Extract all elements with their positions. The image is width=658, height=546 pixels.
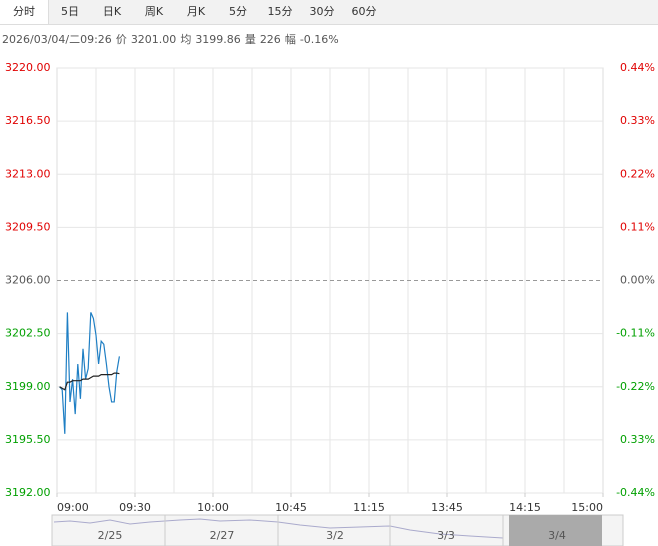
- navigator-date: 3/4: [548, 529, 566, 542]
- period-tabs: 分时 5日 日K 周K 月K 5分 15分 30分 60分: [0, 0, 658, 25]
- y2-tick-label: -0.44%: [616, 486, 655, 499]
- quote-label: 价: [115, 33, 127, 46]
- x-tick-label: 13:45: [431, 501, 463, 514]
- y-tick-label: 3199.00: [5, 380, 51, 393]
- navigator-sparkline: [53, 518, 504, 539]
- series-line: [59, 312, 120, 434]
- y-tick-label: 3213.00: [5, 167, 51, 180]
- tab[interactable]: 月K: [186, 5, 206, 18]
- quote-value: 3201.00: [130, 33, 177, 46]
- tab[interactable]: 15分: [267, 5, 293, 18]
- quote-label: 均: [180, 33, 192, 46]
- quote-time: 2026/03/04/二09:26: [2, 33, 112, 46]
- quote-label: 幅: [284, 33, 296, 46]
- tab[interactable]: 日K: [102, 5, 122, 18]
- series-line: [59, 372, 120, 391]
- y2-tick-label: -0.22%: [616, 380, 655, 393]
- quote-info: 2026/03/04/二09:26 价 3201.00 均 3199.86 量 226 幅 -0…: [2, 31, 343, 47]
- tab[interactable]: 60分: [351, 5, 377, 18]
- y2-tick-label: 0.00%: [620, 274, 655, 287]
- quote-value: 226: [259, 33, 281, 46]
- navigator-date: 3/2: [326, 529, 344, 542]
- quote-value: -0.16%: [299, 33, 339, 46]
- navigator-date: 2/25: [98, 529, 123, 542]
- y-tick-label: 3195.50: [5, 433, 51, 446]
- y2-tick-label: 0.11%: [620, 220, 655, 233]
- navigator-date: 2/27: [210, 529, 235, 542]
- y2-tick-label: 0.33%: [620, 114, 655, 127]
- tab[interactable]: 30分: [309, 5, 335, 18]
- quote-value: 3199.86: [195, 33, 241, 46]
- y-tick-label: 3202.50: [5, 327, 51, 340]
- x-tick-label: 11:15: [353, 501, 385, 514]
- y-tick-label: 3220.00: [5, 61, 51, 74]
- y-tick-label: 3192.00: [5, 486, 51, 499]
- navigator-separators: [164, 515, 504, 546]
- y-tick-label: 3209.50: [5, 220, 51, 233]
- tab[interactable]: 5日: [61, 5, 79, 18]
- x-tick-label: 14:15: [509, 501, 541, 514]
- x-tick-label: 15:00: [571, 501, 603, 514]
- y-tick-label: 3206.00: [5, 274, 51, 287]
- y2-tick-label: -0.11%: [616, 327, 655, 340]
- y-tick-label: 3216.50: [5, 114, 51, 127]
- y2-tick-label: 0.44%: [620, 61, 655, 74]
- y2-tick-label: 0.33%: [620, 433, 655, 446]
- quote-label: 量: [244, 33, 256, 46]
- tab[interactable]: 5分: [229, 5, 247, 18]
- x-tick-label: 10:00: [197, 501, 229, 514]
- navigator-window[interactable]: [509, 515, 602, 546]
- navigator-date: 3/3: [437, 529, 455, 542]
- x-tick-label: 09:30: [119, 501, 151, 514]
- tab[interactable]: 分时: [0, 0, 49, 24]
- tab[interactable]: 周K: [144, 5, 164, 18]
- x-tick-label: 09:00: [57, 501, 89, 514]
- y2-tick-label: 0.22%: [620, 167, 655, 180]
- x-tick-label: 10:45: [275, 501, 307, 514]
